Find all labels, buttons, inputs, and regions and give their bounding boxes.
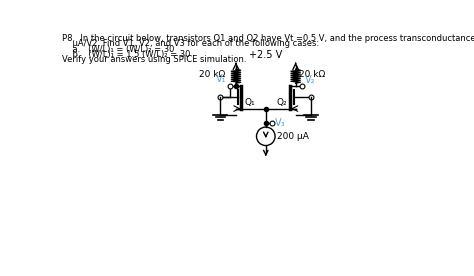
Text: V₂: V₂ (305, 75, 315, 85)
Text: V₁: V₁ (216, 74, 227, 84)
Text: b.   (W/L)₁ = 1.5 (W/L)₂ = 30: b. (W/L)₁ = 1.5 (W/L)₂ = 30 (62, 50, 190, 59)
Text: μA/V2. Find V1, V2, and V3 for each of the following cases:: μA/V2. Find V1, V2, and V3 for each of t… (62, 39, 319, 48)
Text: Verify your answers using SPICE simulation.: Verify your answers using SPICE simulati… (62, 55, 246, 65)
Text: P8.  In the circuit below, transistors Q1 and Q2 have Vt =0.5 V, and the process: P8. In the circuit below, transistors Q1… (62, 34, 474, 43)
Text: 200 μA: 200 μA (277, 132, 310, 141)
Text: 20 kΩ: 20 kΩ (199, 70, 225, 79)
Text: 20 kΩ: 20 kΩ (299, 70, 325, 79)
Text: a.   (W/L)₁ = (W/L)₂ = 30: a. (W/L)₁ = (W/L)₂ = 30 (62, 45, 174, 54)
Text: V₃: V₃ (275, 118, 286, 128)
Text: Q₁: Q₁ (245, 97, 255, 107)
Text: +2.5 V: +2.5 V (249, 50, 283, 60)
Text: Q₂: Q₂ (276, 97, 287, 107)
